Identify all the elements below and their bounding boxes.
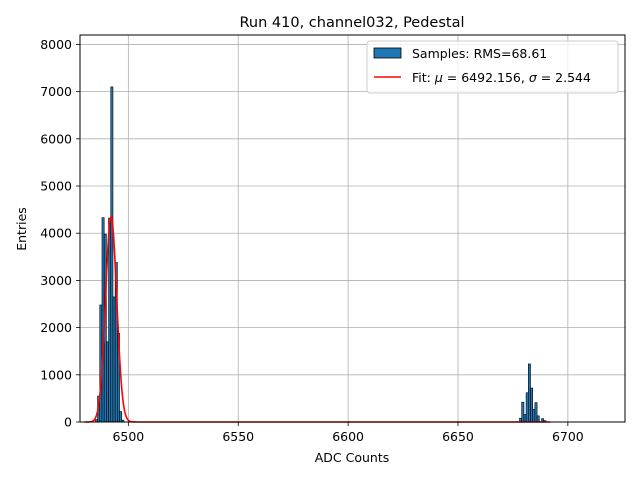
legend-swatch-samples <box>373 47 402 59</box>
fit-label-prefix: Fit: <box>412 70 435 85</box>
y-tick-label: 6000 <box>40 131 72 146</box>
y-tick-label: 5000 <box>40 179 72 194</box>
legend-label-fit: Fit: μ = 6492.156, σ = 2.544 <box>412 70 591 85</box>
y-axis-ticks: 0 1000 2000 3000 4000 5000 6000 7000 8000 <box>40 37 80 430</box>
histogram-bar <box>532 408 536 423</box>
y-tick-label: 4000 <box>40 226 72 241</box>
x-tick-label: 6600 <box>332 429 364 444</box>
y-tick-label: 0 <box>64 415 72 430</box>
histogram-bar <box>528 363 531 423</box>
histogram-bar <box>521 401 525 423</box>
x-axis-ticks: 6500 6550 6600 6650 6700 <box>112 422 584 444</box>
y-tick-label: 7000 <box>40 84 72 99</box>
fit-sigma-symbol: σ <box>529 70 538 85</box>
y-tick-label: 8000 <box>40 37 72 52</box>
legend-box <box>366 40 619 94</box>
x-tick-label: 6550 <box>222 429 254 444</box>
grid-lines <box>80 35 625 423</box>
x-tick-label: 6500 <box>112 429 144 444</box>
fit-mu-value: = 6492.156, <box>443 70 529 85</box>
histogram-bar <box>119 411 123 423</box>
legend-label-samples: Samples: RMS=68.61 <box>412 46 547 61</box>
x-tick-label: 6650 <box>442 429 474 444</box>
x-tick-label: 6700 <box>552 429 584 444</box>
histogram-bar <box>106 341 109 423</box>
histogram-bar <box>523 414 527 423</box>
histogram-bar <box>536 415 540 423</box>
x-axis-label: ADC Counts <box>315 450 390 465</box>
fit-sigma-value: = 2.544 <box>537 70 591 85</box>
histogram-bar <box>534 402 538 423</box>
histogram-bar <box>110 86 114 423</box>
histogram-bar <box>108 217 112 423</box>
plot-frame <box>79 34 626 423</box>
fit-mu-symbol: μ <box>434 70 443 85</box>
histogram-bar <box>112 296 116 423</box>
y-tick-label: 2000 <box>40 320 72 335</box>
y-tick-label: 3000 <box>40 273 72 288</box>
y-tick-label: 1000 <box>40 367 72 382</box>
chart-title: Run 410, channel032, Pedestal <box>239 15 464 31</box>
legend: Samples: RMS=68.61 Fit: μ = 6492.156, σ … <box>366 40 619 94</box>
histogram-bar <box>530 387 534 423</box>
histogram-bar <box>525 392 529 423</box>
y-axis-label: Entries <box>14 207 29 251</box>
